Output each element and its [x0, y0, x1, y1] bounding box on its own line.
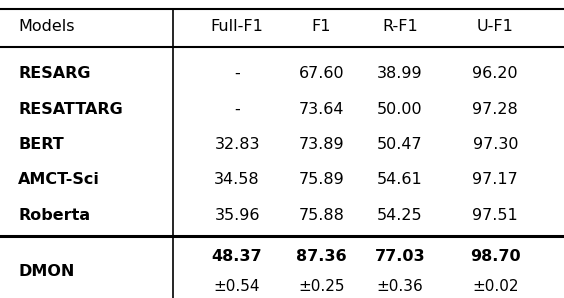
- Text: AMCT-Sci: AMCT-Sci: [18, 173, 100, 187]
- Text: 77.03: 77.03: [374, 249, 425, 264]
- Text: 73.64: 73.64: [298, 102, 344, 117]
- Text: U-F1: U-F1: [477, 19, 514, 34]
- Text: 98.70: 98.70: [470, 249, 521, 264]
- Text: 75.88: 75.88: [298, 208, 344, 223]
- Text: 97.28: 97.28: [473, 102, 518, 117]
- Text: 97.51: 97.51: [473, 208, 518, 223]
- Text: 96.20: 96.20: [473, 66, 518, 81]
- Text: 50.00: 50.00: [377, 102, 422, 117]
- Text: ±0.54: ±0.54: [214, 279, 261, 294]
- Text: R-F1: R-F1: [382, 19, 418, 34]
- Text: DMON: DMON: [18, 264, 74, 279]
- Text: 50.47: 50.47: [377, 137, 422, 152]
- Text: -: -: [234, 66, 240, 81]
- Text: 75.89: 75.89: [298, 173, 344, 187]
- Text: 67.60: 67.60: [298, 66, 344, 81]
- Text: RESARG: RESARG: [18, 66, 91, 81]
- Text: Full-F1: Full-F1: [211, 19, 263, 34]
- Text: 97.17: 97.17: [473, 173, 518, 187]
- Text: Roberta: Roberta: [18, 208, 90, 223]
- Text: 34.58: 34.58: [214, 173, 260, 187]
- Text: 87.36: 87.36: [296, 249, 347, 264]
- Text: 54.25: 54.25: [377, 208, 422, 223]
- Text: F1: F1: [311, 19, 331, 34]
- Text: ±0.25: ±0.25: [298, 279, 345, 294]
- Text: 32.83: 32.83: [214, 137, 260, 152]
- Text: 48.37: 48.37: [212, 249, 262, 264]
- Text: 35.96: 35.96: [214, 208, 260, 223]
- Text: 38.99: 38.99: [377, 66, 422, 81]
- Text: BERT: BERT: [18, 137, 64, 152]
- Text: -: -: [234, 102, 240, 117]
- Text: 73.89: 73.89: [298, 137, 344, 152]
- Text: RESATTARG: RESATTARG: [18, 102, 123, 117]
- Text: Models: Models: [18, 19, 74, 34]
- Text: 54.61: 54.61: [377, 173, 423, 187]
- Text: ±0.02: ±0.02: [472, 279, 518, 294]
- Text: ±0.36: ±0.36: [377, 279, 423, 294]
- Text: 97.30: 97.30: [473, 137, 518, 152]
